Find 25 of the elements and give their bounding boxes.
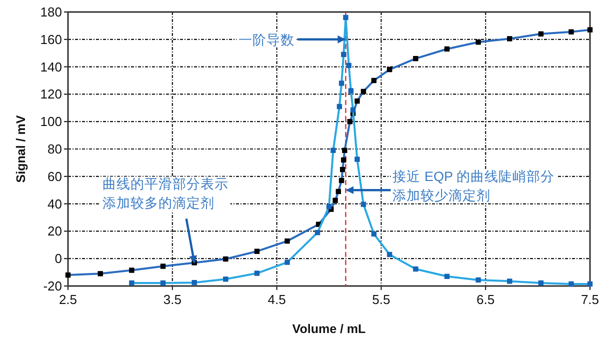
x-axis-title: Volume / mL (292, 322, 366, 336)
y-tick-label: 40 (48, 196, 62, 212)
x-tick-label: 5.5 (372, 292, 390, 307)
annotation: 一阶导数 (236, 32, 346, 48)
y-tick-label: 60 (48, 168, 62, 184)
annotation: 接近 EQP 的曲线陡峭部分添加较少滴定剂 (392, 169, 555, 204)
annotation: 曲线的平滑部分表示添加较多的滴定剂 (100, 176, 230, 264)
x-tick-label: 2.5 (58, 292, 78, 307)
y-tick-label: 20 (48, 224, 62, 239)
x-tick-label: 6.5 (476, 292, 495, 307)
x-tick-label: 7.5 (580, 292, 600, 307)
y-tick-label: 0 (54, 251, 62, 266)
y-tick-label: 80 (48, 142, 62, 156)
y-tick-label: 120 (40, 86, 62, 102)
annotation: 接近 EQP 的曲线陡峭部分添加较少滴定剂 (346, 169, 557, 204)
x-tick-label: 4.5 (268, 292, 286, 307)
y-tick-label: -20 (43, 278, 62, 294)
x-tick-label: 3.5 (163, 292, 182, 307)
annotation: 一阶导数 (238, 32, 295, 48)
y-axis-title: Signal / mV (14, 114, 28, 183)
y-tick-label: 140 (40, 59, 62, 74)
y-tick-label: 100 (40, 114, 62, 130)
annotation: 曲线的平滑部分表示添加较多的滴定剂 (102, 176, 228, 211)
y-tick-label: 160 (40, 32, 62, 47)
y-tick-label: 180 (40, 4, 62, 20)
